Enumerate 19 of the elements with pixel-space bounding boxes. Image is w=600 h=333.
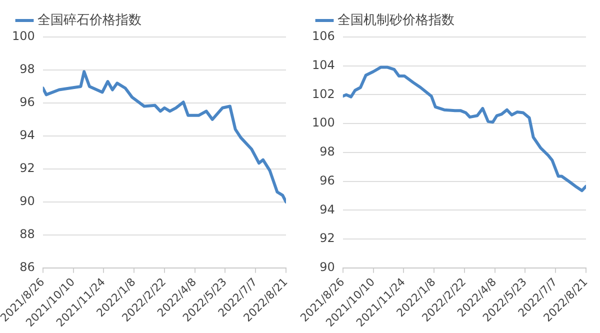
y-tick-label: 96 <box>20 95 35 110</box>
y-tick-label: 98 <box>320 144 335 159</box>
y-tick-label: 104 <box>312 58 335 72</box>
y-tick-label: 94 <box>20 128 35 142</box>
y-tick-label: 88 <box>20 226 35 241</box>
y-tick-label: 92 <box>20 161 35 176</box>
y-tick-label: 92 <box>320 231 335 246</box>
y-tick-label: 90 <box>20 194 35 208</box>
y-tick-label: 100 <box>12 29 35 44</box>
y-tick-label: 100 <box>312 116 335 130</box>
y-tick-label: 90 <box>320 260 335 274</box>
y-tick-label: 98 <box>20 62 35 76</box>
y-tick-label: 106 <box>312 29 335 44</box>
y-tick-label: 94 <box>320 202 335 216</box>
y-tick-label: 102 <box>312 86 335 101</box>
legend-label: 全国碎石价格指数 <box>38 12 142 28</box>
y-tick-label: 96 <box>320 173 335 188</box>
legend-label: 全国机制砂价格指数 <box>338 12 454 28</box>
y-tick-label: 86 <box>20 260 35 274</box>
